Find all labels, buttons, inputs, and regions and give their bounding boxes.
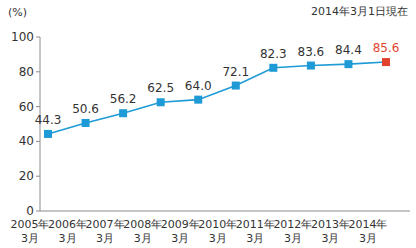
x-tick-label: 2009年3月	[161, 218, 200, 245]
x-tick-label: 2010年3月	[198, 218, 237, 245]
chart-container: (%)2014年3月1日現在0204060801002005年3月2006年3月…	[0, 0, 416, 248]
annotation: 2014年3月1日現在	[311, 5, 408, 18]
data-label: 82.3	[260, 47, 287, 61]
x-tick-label: 2008年3月	[123, 218, 162, 245]
y-tick	[36, 106, 40, 107]
x-tick-label: 2013年3月	[311, 218, 350, 245]
x-tick-label: 2014年3月	[349, 218, 388, 245]
x-tick-label: 2011年3月	[236, 218, 275, 245]
x-tick-label-line: 3月	[209, 232, 227, 245]
x-tick-label-line: 2011年	[236, 218, 275, 231]
x-tick-label-line: 3月	[246, 232, 264, 245]
y-tick	[36, 141, 40, 142]
x-tick-label-line: 3月	[134, 232, 152, 245]
data-marker	[157, 98, 165, 106]
y-tick-label: 100	[11, 30, 34, 44]
x-tick-label-line: 2010年	[198, 218, 237, 231]
x-tick-label-line: 2005年	[11, 218, 50, 231]
x-tick-label-line: 2008年	[123, 218, 162, 231]
x-tick-label: 2005年3月	[11, 218, 50, 245]
y-tick-label: 0	[26, 204, 34, 218]
data-label: 50.6	[72, 102, 99, 116]
chart-svg: (%)2014年3月1日現在0204060801002005年3月2006年3月…	[0, 0, 416, 248]
data-label: 62.5	[147, 81, 174, 95]
data-marker	[119, 109, 127, 117]
data-label: 72.1	[222, 65, 249, 79]
data-marker	[44, 130, 52, 138]
data-marker	[194, 96, 202, 104]
data-line	[48, 62, 386, 134]
data-marker	[382, 58, 390, 66]
x-tick-label-line: 3月	[59, 232, 77, 245]
x-tick-label: 2012年3月	[273, 218, 312, 245]
x-tick-label-line: 2014年	[349, 218, 388, 231]
x-tick-label-line: 3月	[96, 232, 114, 245]
y-tick	[36, 71, 40, 72]
data-label: 44.3	[35, 113, 62, 127]
data-marker	[344, 60, 352, 68]
x-tick-label-line: 3月	[284, 232, 302, 245]
y-tick-label: 60	[19, 100, 34, 114]
data-marker	[307, 62, 315, 70]
x-tick-label-line: 3月	[321, 232, 339, 245]
x-tick-label-line: 3月	[359, 232, 377, 245]
x-tick-label-line: 3月	[171, 232, 189, 245]
x-tick-label-line: 2009年	[161, 218, 200, 231]
data-marker	[269, 64, 277, 72]
x-tick-label-line: 2006年	[48, 218, 87, 231]
x-tick-label-line: 2013年	[311, 218, 350, 231]
y-tick	[36, 211, 40, 212]
data-label: 56.2	[110, 92, 137, 106]
y-tick-label: 20	[19, 169, 34, 183]
plot-area	[44, 58, 390, 138]
y-tick-label: 80	[19, 65, 34, 79]
x-tick-label-line: 2012年	[273, 218, 312, 231]
data-marker	[82, 119, 90, 127]
data-label: 64.0	[185, 79, 212, 93]
y-tick	[36, 37, 40, 38]
x-tick-label-line: 2007年	[86, 218, 125, 231]
data-label: 85.6	[373, 41, 400, 55]
data-label: 83.6	[298, 45, 325, 59]
x-tick-label-line: 3月	[21, 232, 39, 245]
y-axis-label: (%)	[8, 6, 27, 19]
data-marker	[232, 82, 240, 90]
y-tick	[36, 176, 40, 177]
y-tick-label: 40	[19, 134, 34, 148]
x-axis-line	[40, 211, 410, 212]
x-tick-label: 2007年3月	[86, 218, 125, 245]
x-tick-label: 2006年3月	[48, 218, 87, 245]
data-label: 84.4	[335, 43, 362, 57]
